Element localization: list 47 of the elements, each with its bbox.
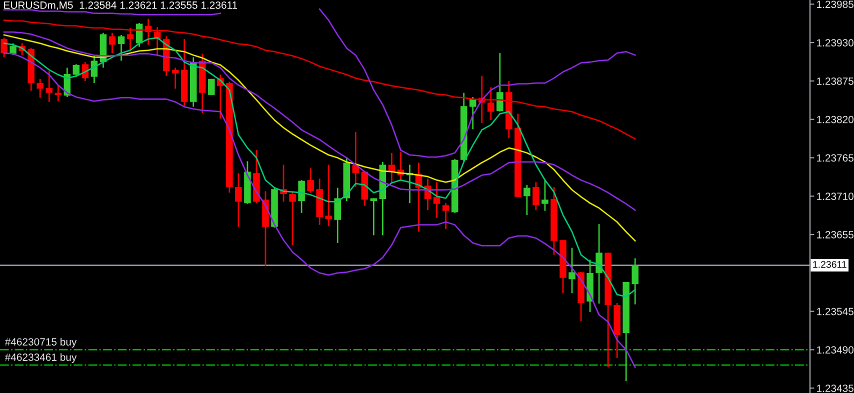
- line-series: [3, 20, 636, 140]
- candlestick: [532, 181, 540, 211]
- candlestick: [469, 96, 476, 130]
- y-tick-label: 1.23930: [817, 39, 854, 46]
- y-tick-label: 1.23985: [817, 0, 854, 8]
- candlestick: [325, 164, 332, 227]
- candlestick: [388, 152, 396, 184]
- ref-line-label: #46233461 buy: [4, 353, 77, 363]
- candlestick: [298, 179, 305, 214]
- candlestick: [524, 184, 530, 216]
- candlestick: [126, 27, 134, 51]
- y-tick-label: 1.23655: [817, 231, 854, 238]
- line-series: [3, 34, 636, 242]
- candlestick: [568, 247, 576, 294]
- candlestick: [208, 78, 215, 96]
- candlestick: [235, 172, 242, 228]
- line-series: [3, 31, 636, 211]
- candlestick: [54, 85, 62, 102]
- candlestick: [433, 181, 440, 218]
- y-tick-label: 1.23435: [817, 384, 854, 392]
- candlestick: [496, 52, 504, 112]
- candlestick: [72, 64, 80, 78]
- candlestick: [289, 190, 296, 246]
- candlestick: [487, 86, 494, 121]
- candlestick: [172, 67, 179, 90]
- candlestick: [370, 198, 378, 236]
- candlestick: [36, 78, 44, 98]
- chart-title: EURUSDm,M5 1.23584 1.23621 1.23555 1.23611: [4, 1, 238, 10]
- candlestick: [334, 187, 341, 244]
- candlestick: [46, 70, 53, 103]
- candlestick: [542, 179, 548, 212]
- ref-line-label: #46230715 buy: [4, 338, 77, 348]
- candlestick: [0, 37, 8, 58]
- y-tick-label: 1.23875: [817, 77, 854, 85]
- candlestick: [632, 258, 638, 306]
- y-tick-label: 1.23765: [817, 154, 854, 162]
- candlestick: [442, 202, 450, 230]
- candlestick: [108, 32, 116, 54]
- y-tick-label: 1.23490: [817, 346, 854, 354]
- candlestick: [118, 34, 125, 62]
- y-tick-label: 1.23820: [817, 116, 854, 124]
- y-tick-label: 1.23710: [817, 192, 854, 200]
- ref-line-label: 1.23611: [813, 260, 846, 268]
- candlestick: [307, 168, 314, 194]
- candlestick: [596, 223, 602, 304]
- y-tick-label: 1.23545: [817, 308, 854, 316]
- candlestick: [10, 42, 16, 56]
